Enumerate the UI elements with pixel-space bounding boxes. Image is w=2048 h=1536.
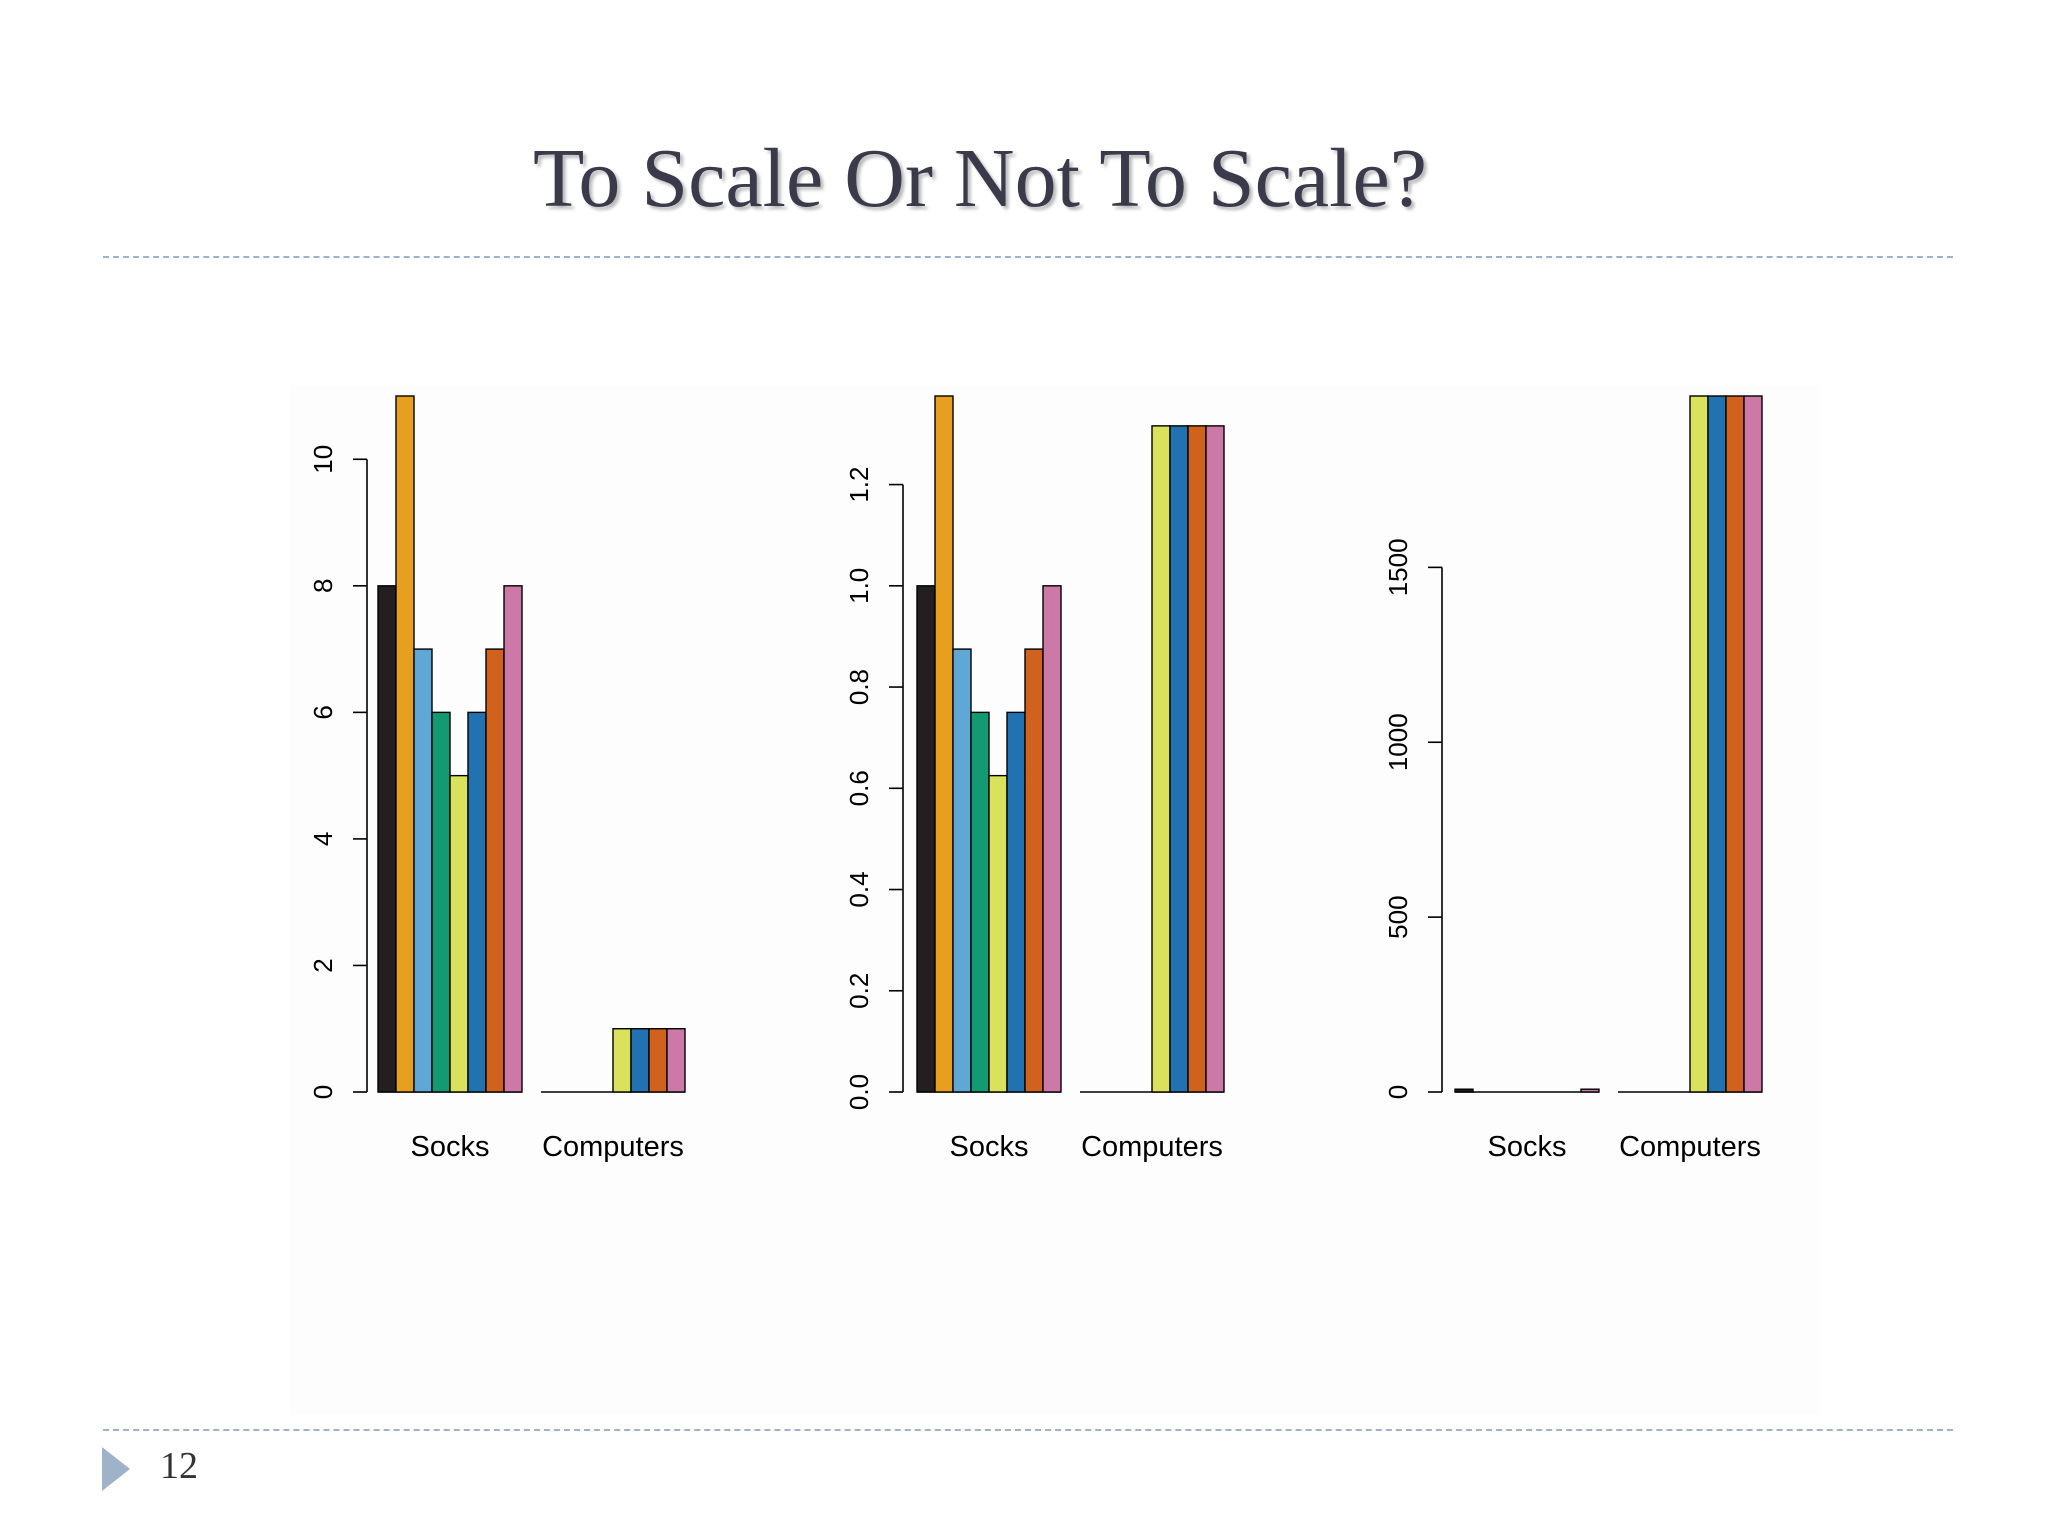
y-tick-label: 1.0: [844, 568, 874, 604]
y-tick-label: 0.8: [844, 669, 874, 705]
bar: [1205, 425, 1225, 1093]
bar: [934, 395, 954, 1093]
bar: [449, 774, 469, 1093]
bar: [970, 711, 990, 1093]
y-tick-label: 4: [308, 832, 338, 846]
y-tick-label: 1500: [1383, 538, 1413, 596]
page-number: 12: [160, 1445, 198, 1487]
category-label: Socks: [1488, 1131, 1567, 1163]
bar: [1580, 1088, 1600, 1093]
slide-title: To Scale Or Not To Scale?: [532, 132, 1428, 225]
bar: [1689, 395, 1709, 1093]
y-tick-label: 0.2: [844, 973, 874, 1009]
bar: [431, 711, 451, 1093]
bar: [666, 1028, 686, 1093]
bottom-divider: [103, 1429, 1953, 1431]
bar: [1006, 711, 1026, 1093]
y-tick-label: 10: [308, 445, 338, 474]
category-label: Computers: [1081, 1131, 1223, 1163]
y-tick-label: 1.2: [844, 467, 874, 503]
bar: [952, 648, 972, 1093]
bar: [988, 774, 1008, 1093]
bar: [1169, 425, 1189, 1093]
bar: [648, 1028, 668, 1093]
bar: [503, 585, 523, 1093]
bar: [630, 1028, 650, 1093]
bar: [1187, 425, 1207, 1093]
bar: [1042, 585, 1062, 1093]
bar: [413, 648, 433, 1093]
y-tick-label: 0: [1383, 1085, 1413, 1099]
category-label: Socks: [411, 1131, 490, 1163]
bar: [612, 1028, 632, 1093]
bar: [467, 711, 487, 1093]
y-tick-label: 8: [308, 579, 338, 593]
bar: [1024, 648, 1044, 1093]
bar: [1743, 395, 1763, 1093]
category-label: Computers: [1619, 1131, 1761, 1163]
y-tick-label: 1000: [1383, 713, 1413, 771]
bar: [377, 585, 397, 1093]
bar: [916, 585, 936, 1093]
bar: [1707, 395, 1727, 1093]
bar: [395, 395, 415, 1093]
y-tick-label: 0.4: [844, 871, 874, 907]
y-tick-label: 2: [308, 958, 338, 972]
y-tick-label: 6: [308, 705, 338, 719]
y-tick-label: 0: [308, 1085, 338, 1099]
bar: [1725, 395, 1745, 1093]
category-label: Socks: [950, 1131, 1029, 1163]
bar: [1151, 425, 1171, 1093]
y-tick-label: 500: [1383, 895, 1413, 938]
top-divider: [103, 256, 1953, 258]
bar: [485, 648, 505, 1093]
triangle-bullet-icon: [102, 1447, 130, 1491]
y-tick-label: 0.0: [844, 1074, 874, 1110]
bar: [1454, 1088, 1474, 1093]
y-tick-label: 0.6: [844, 770, 874, 806]
category-label: Computers: [542, 1131, 684, 1163]
